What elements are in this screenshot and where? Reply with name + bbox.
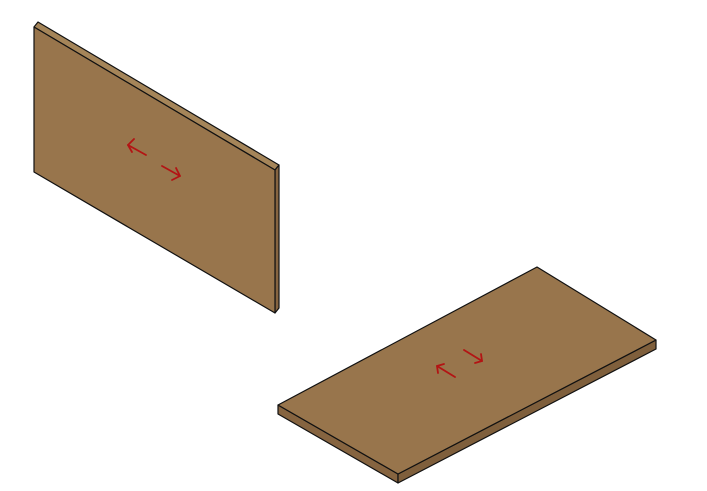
grain-arrow-left-icon xyxy=(127,138,147,156)
grain-arrow-down-right-icon xyxy=(463,349,483,364)
grain-arrow-up-left-icon xyxy=(436,363,456,378)
upright-panel-grain-arrows xyxy=(127,138,181,181)
flat-panel-face xyxy=(277,266,657,475)
upright-panel-face xyxy=(33,26,276,314)
flat-panel-grain-arrows xyxy=(436,349,483,378)
grain-arrow-right-icon xyxy=(161,165,181,181)
upright-panel xyxy=(33,21,280,314)
flat-panel xyxy=(277,266,657,484)
